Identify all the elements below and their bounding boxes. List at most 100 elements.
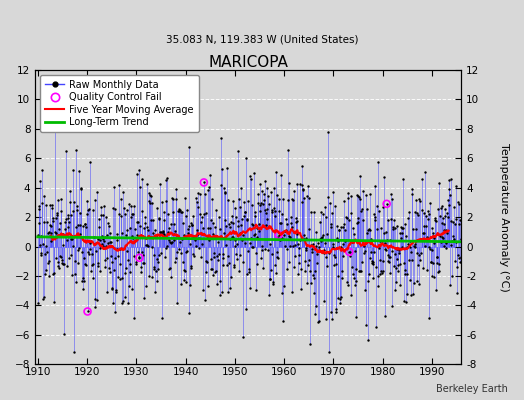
Point [311, 267, 319, 274]
Point [400, 271, 409, 277]
Point [419, 265, 428, 272]
Point [304, 257, 313, 263]
Point [127, 203, 135, 209]
Point [155, 251, 163, 258]
Point [369, 275, 377, 281]
Point [299, 195, 308, 201]
Point [106, 230, 114, 236]
Point [251, 209, 259, 216]
Point [119, 245, 128, 251]
Point [79, 223, 87, 230]
Point [308, 246, 316, 252]
Point [319, 210, 327, 217]
Point [302, 247, 311, 253]
Point [431, 287, 440, 294]
Point [279, 318, 288, 324]
Point [67, 212, 75, 218]
Point [149, 217, 157, 224]
Point [269, 281, 277, 287]
Point [369, 210, 378, 217]
Point [418, 207, 427, 214]
Point [455, 255, 463, 262]
Point [247, 234, 255, 241]
Point [441, 213, 449, 219]
Point [107, 253, 115, 260]
Point [446, 282, 454, 288]
Point [219, 251, 227, 257]
Point [47, 223, 56, 230]
Legend: Raw Monthly Data, Quality Control Fail, Five Year Moving Average, Long-Term Tren: Raw Monthly Data, Quality Control Fail, … [40, 75, 199, 132]
Point [248, 221, 257, 227]
Point [118, 230, 127, 236]
Point [434, 268, 443, 274]
Point [34, 300, 42, 306]
Point [450, 238, 458, 244]
Point [66, 188, 74, 194]
Point [332, 260, 340, 267]
Point [382, 247, 390, 254]
Point [167, 220, 175, 227]
Point [435, 232, 444, 239]
Point [195, 245, 203, 251]
Point [356, 196, 364, 202]
Point [425, 315, 434, 322]
Point [205, 184, 213, 190]
Point [335, 227, 343, 233]
Point [299, 186, 307, 192]
Point [265, 292, 273, 298]
Point [60, 226, 69, 232]
Point [317, 238, 325, 244]
Point [211, 233, 220, 239]
Point [204, 187, 212, 193]
Point [231, 205, 239, 211]
Point [85, 239, 94, 246]
Point [367, 236, 376, 242]
Point [168, 239, 176, 245]
Point [165, 237, 173, 243]
Point [77, 185, 85, 191]
Point [408, 257, 417, 263]
Point [289, 229, 298, 235]
Point [401, 266, 410, 273]
Point [284, 196, 292, 203]
Point [389, 226, 398, 232]
Point [196, 211, 204, 217]
Point [91, 296, 99, 302]
Point [354, 219, 362, 225]
Point [379, 204, 387, 210]
Point [340, 220, 348, 227]
Point [391, 279, 400, 285]
Point [96, 237, 104, 243]
Point [355, 268, 364, 274]
Point [452, 239, 460, 246]
Point [271, 262, 279, 268]
Point [50, 270, 59, 276]
Point [224, 289, 232, 296]
Point [235, 195, 243, 202]
Point [300, 232, 309, 238]
Point [381, 246, 389, 253]
Point [78, 278, 86, 284]
Point [175, 246, 183, 252]
Point [257, 200, 265, 206]
Point [355, 194, 364, 201]
Point [152, 268, 160, 274]
Point [169, 209, 177, 216]
Point [108, 286, 117, 292]
Point [359, 240, 368, 246]
Point [334, 272, 342, 279]
Point [64, 214, 72, 221]
Point [97, 241, 106, 248]
Point [189, 251, 197, 257]
Point [394, 223, 402, 229]
Point [386, 270, 395, 276]
Point [225, 221, 233, 228]
Point [267, 267, 276, 274]
Point [420, 230, 429, 236]
Point [358, 188, 367, 194]
Point [82, 224, 90, 230]
Point [252, 287, 260, 293]
Point [399, 225, 408, 231]
Point [416, 198, 424, 204]
Point [438, 220, 446, 226]
